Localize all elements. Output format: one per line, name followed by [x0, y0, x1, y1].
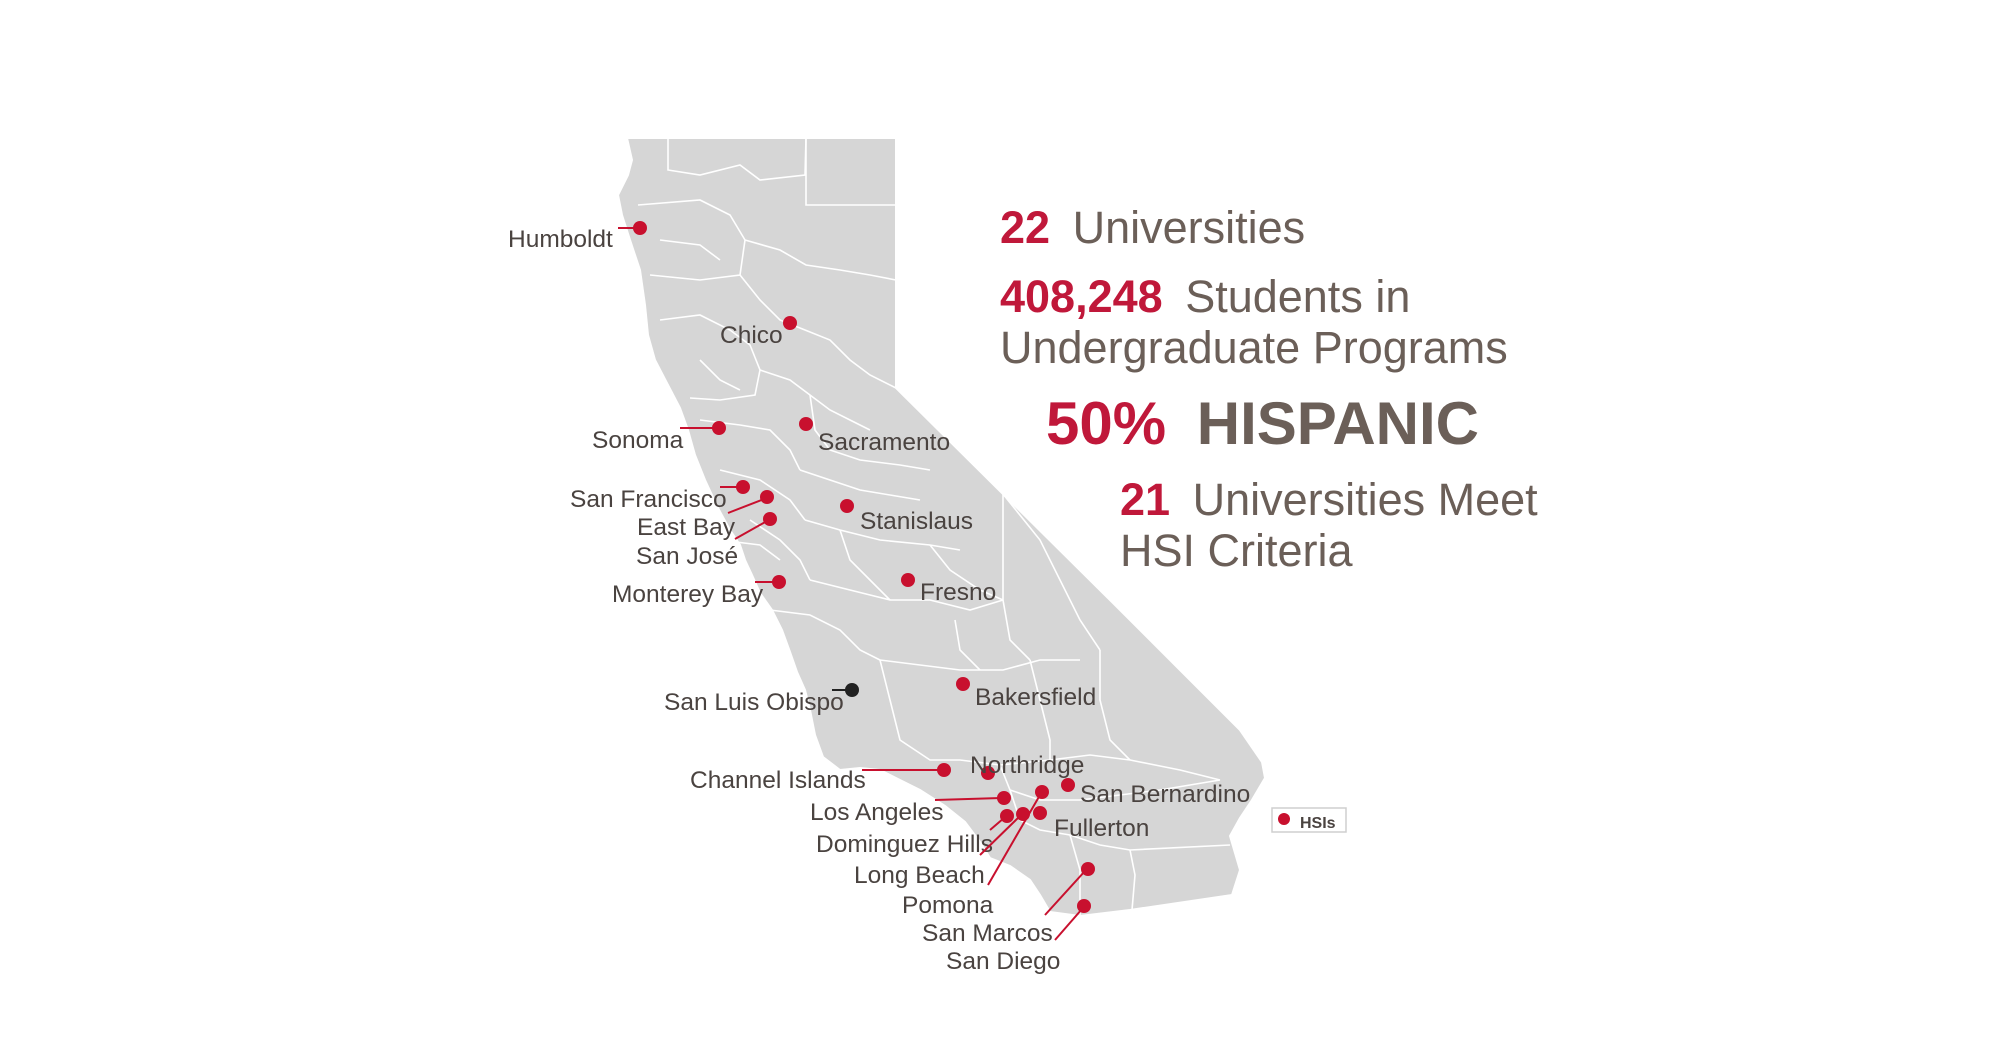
stat-students-number: 408,248	[1000, 271, 1163, 322]
campus-label: Northridge	[970, 752, 1084, 779]
campus-label: San José	[636, 543, 738, 570]
campus-long-beach: Long Beach	[854, 807, 1030, 889]
campus-label: Monterey Bay	[612, 581, 764, 608]
stat-hsi-line2: HSI Criteria	[1120, 525, 1354, 576]
campus-sonoma: Sonoma	[592, 421, 726, 454]
stat-hispanic-percent: 50%	[1046, 390, 1166, 457]
campus-monterey-bay: Monterey Bay	[612, 575, 786, 608]
stat-universities: 22 Universities	[1000, 202, 1305, 253]
campus-san-francisco: San Francisco	[570, 480, 750, 513]
campus-label: East Bay	[637, 514, 736, 541]
campus-dot	[937, 763, 951, 777]
county-lines	[637, 137, 1231, 916]
campus-chico: Chico	[720, 316, 797, 349]
stat-hispanic: 50% HISPANIC	[1046, 390, 1479, 457]
campus-label: San Bernardino	[1080, 781, 1250, 808]
campus-label: Channel Islands	[690, 767, 866, 794]
campus-dot	[956, 677, 970, 691]
stat-students-text1: Students in	[1185, 271, 1410, 322]
campus-dot	[1033, 806, 1047, 820]
campus-label: San Marcos	[922, 920, 1053, 947]
campus-dot	[1061, 778, 1075, 792]
legend-label: HSIs	[1300, 815, 1336, 832]
campus-label: Humboldt	[508, 226, 613, 253]
campus-label: Sacramento	[818, 429, 950, 456]
campus-san-marcos: San Marcos	[922, 862, 1095, 947]
campus-dot	[772, 575, 786, 589]
legend-hsi-dot	[1278, 813, 1290, 825]
campus-leader-line	[979, 815, 1021, 856]
campus-dot	[1000, 809, 1014, 823]
campus-dot	[1035, 785, 1049, 799]
campus-pomona: Pomona	[902, 785, 1049, 919]
stat-students-line1: 408,248 Students in	[1000, 271, 1410, 322]
campus-label: Dominguez Hills	[816, 831, 993, 858]
campus-bakersfield: Bakersfield	[956, 677, 1096, 711]
stat-hsi-text1: Universities Meet	[1193, 474, 1539, 525]
campus-leader-line	[1044, 870, 1086, 916]
campus-dominguez-hills: Dominguez Hills	[816, 809, 1014, 858]
campus-label: Fresno	[920, 579, 996, 606]
campus-leader-line	[727, 498, 765, 514]
campus-san-luis-obispo: San Luis Obispo	[664, 683, 859, 716]
campus-dot	[799, 417, 813, 431]
campus-label: Fullerton	[1054, 815, 1149, 842]
campus-san-diego: San Diego	[946, 899, 1091, 975]
campus-east-bay: East Bay	[637, 490, 774, 541]
campus-label: San Diego	[946, 948, 1060, 975]
california-state	[616, 137, 1267, 918]
stats-panel: 22 Universities 408,248 Students in Unde…	[1000, 202, 1538, 576]
stat-universities-number: 22	[1000, 202, 1050, 253]
campus-humboldt: Humboldt	[508, 221, 647, 253]
campus-dot	[783, 316, 797, 330]
campus-leader-line	[934, 797, 1002, 801]
stat-hispanic-text: HISPANIC	[1197, 390, 1479, 457]
campus-northridge: Northridge	[970, 752, 1084, 780]
campus-label: Los Angeles	[810, 799, 944, 826]
campus-leader-line	[1054, 908, 1083, 941]
campus-dot	[712, 421, 726, 435]
campus-leader-line	[734, 520, 768, 540]
campus-san-jose: San José	[636, 512, 777, 570]
campus-label: Chico	[720, 322, 783, 349]
campus-dot	[901, 573, 915, 587]
campus-dot	[736, 480, 750, 494]
campus-san-bernardino: San Bernardino	[1061, 778, 1250, 808]
campus-label: Long Beach	[854, 862, 985, 889]
campus-dot	[840, 499, 854, 513]
campus-markers: Humboldt Chico Sonoma Sacramento San Francis…	[508, 221, 1250, 975]
campus-label: Stanislaus	[860, 508, 973, 535]
campus-label: Sonoma	[592, 427, 684, 454]
map-legend: HSIs	[1271, 807, 1347, 833]
stat-students-line2: Undergraduate Programs	[1000, 322, 1508, 373]
campus-dot	[997, 791, 1011, 805]
state-outline	[616, 137, 1267, 918]
campus-los-angeles: Los Angeles	[810, 791, 1011, 826]
campus-stanislaus: Stanislaus	[840, 499, 973, 535]
campus-dot	[633, 221, 647, 235]
stat-universities-text: Universities	[1073, 202, 1306, 253]
stat-hsi-line1: 21 Universities Meet	[1120, 474, 1538, 525]
campus-label: San Luis Obispo	[664, 689, 844, 716]
campus-leader-line	[987, 794, 1041, 886]
campus-fullerton: Fullerton	[1033, 806, 1149, 842]
stat-hsi-number: 21	[1120, 474, 1170, 525]
campus-dot	[760, 490, 774, 504]
campus-dot	[845, 683, 859, 697]
campus-dot	[981, 766, 995, 780]
campus-label: Bakersfield	[975, 684, 1096, 711]
campus-fresno: Fresno	[901, 573, 996, 606]
campus-dot	[1077, 899, 1091, 913]
campus-dot	[763, 512, 777, 526]
campus-dot	[1081, 862, 1095, 876]
campus-label: San Francisco	[570, 486, 727, 513]
campus-label: Pomona	[902, 892, 994, 919]
campus-sacramento: Sacramento	[799, 417, 950, 456]
campus-channel-islands: Channel Islands	[690, 763, 951, 794]
